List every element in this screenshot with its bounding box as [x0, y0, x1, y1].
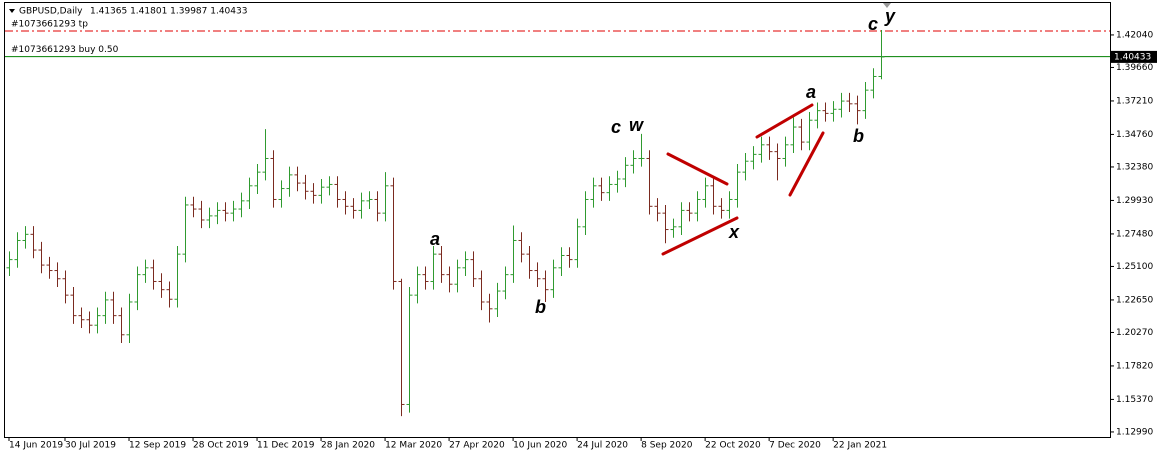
bars: [6, 30, 885, 417]
wave-label: b: [535, 297, 546, 317]
x-tick-label: 28 Jan 2020: [321, 441, 375, 451]
shift-marker: [883, 3, 891, 8]
y-tick-label: 1.29930: [1116, 196, 1153, 206]
price-label: 1.40433: [1114, 52, 1151, 62]
x-tick-label: 12 Mar 2020: [385, 441, 442, 451]
trendline: [755, 103, 814, 139]
symbol: GBPUSD,Daily: [19, 7, 83, 17]
x-tick-label: 10 Jun 2020: [513, 441, 567, 451]
wave-label: x: [728, 222, 740, 242]
x-tick-label: 30 Jul 2019: [65, 441, 116, 451]
y-tick-label: 1.15370: [1116, 395, 1153, 405]
trendline: [661, 216, 739, 256]
x-tick-label: 27 Apr 2020: [449, 441, 505, 451]
y-tick-label: 1.25100: [1116, 262, 1153, 272]
y-tick-label: 1.22650: [1116, 295, 1153, 305]
wave-label: y: [884, 6, 896, 26]
trendline: [666, 152, 729, 186]
x-tick-label: 22 Oct 2020: [705, 441, 761, 451]
price-box: [1111, 50, 1157, 63]
quote: 1.41365 1.41801 1.39987 1.40433: [90, 7, 247, 17]
y-tick-label: 1.37210: [1116, 96, 1153, 106]
wave-label: c: [611, 117, 621, 137]
y-tick-label: 1.20270: [1116, 328, 1153, 338]
y-tick-label: 1.32380: [1116, 162, 1153, 172]
order-label: #1073661293 tp: [11, 19, 88, 29]
plot-frame: [4, 2, 1111, 438]
wave-label: b: [853, 126, 864, 146]
x-tick-label: 12 Sep 2019: [129, 441, 186, 451]
x-tick-label: 7 Dec 2020: [769, 441, 821, 451]
y-tick-label: 1.39660: [1116, 63, 1153, 73]
x-tick-label: 22 Jan 2021: [833, 441, 887, 451]
y-tick-label: 1.17820: [1116, 361, 1153, 371]
trendlines: [661, 103, 825, 256]
menu-arrow: [9, 9, 15, 13]
wave-label: a: [806, 82, 816, 102]
trendline: [788, 131, 825, 197]
x-tick-label: 24 Jul 2020: [577, 441, 628, 451]
order-label: #1073661293 buy 0.50: [11, 45, 119, 55]
x-tick-label: 11 Dec 2019: [257, 441, 315, 451]
wave-label: a: [430, 229, 440, 249]
x-tick-label: 8 Sep 2020: [641, 441, 693, 451]
y-tick-label: 1.34760: [1116, 130, 1153, 140]
x-tick-label: 14 Jun 2019: [9, 441, 63, 451]
wave-label: w: [629, 115, 644, 135]
wave-label: c: [868, 14, 878, 34]
y-tick-label: 1.42040: [1116, 30, 1153, 40]
y-tick-label: 1.12990: [1116, 427, 1153, 437]
x-tick-label: 28 Oct 2019: [193, 441, 249, 451]
y-tick-label: 1.27480: [1116, 229, 1153, 239]
